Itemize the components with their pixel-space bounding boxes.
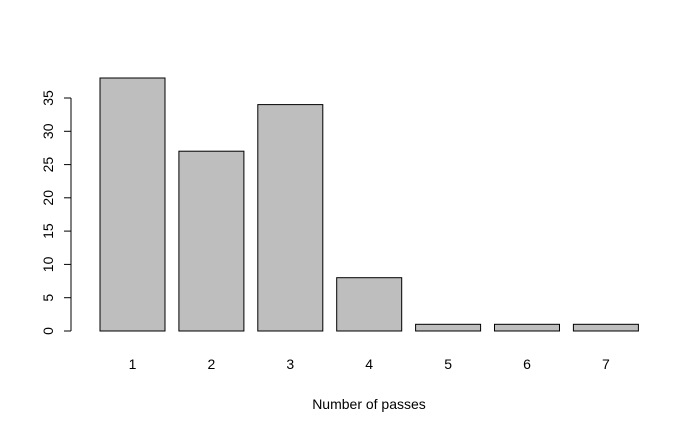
x-tick-label: 6 <box>523 356 531 372</box>
x-tick-label: 4 <box>365 356 373 372</box>
bar-6 <box>494 323 560 332</box>
bar-7 <box>572 323 639 332</box>
y-tick-label: 25 <box>40 157 56 173</box>
x-tick-label: 7 <box>602 356 610 372</box>
bar-3 <box>257 104 324 332</box>
x-axis-title: Number of passes <box>312 396 426 412</box>
bar-4 <box>336 277 403 332</box>
x-tick-label: 1 <box>129 356 137 372</box>
bar-5 <box>415 323 482 332</box>
x-tick-label: 5 <box>444 356 452 372</box>
x-tick-label: 2 <box>208 356 216 372</box>
bar-1 <box>99 77 166 332</box>
y-axis: 0 5 10 15 20 25 30 35 <box>40 90 72 335</box>
bar-2 <box>178 150 245 332</box>
y-tick-label: 10 <box>40 256 56 272</box>
y-tick-label: 15 <box>40 223 56 239</box>
y-tick-label: 0 <box>40 327 56 335</box>
x-tick-label: 3 <box>286 356 294 372</box>
y-tick-label: 5 <box>40 294 56 302</box>
y-tick-label: 35 <box>40 90 56 106</box>
y-tick-label: 20 <box>40 190 56 206</box>
bars-group <box>99 77 639 332</box>
x-axis-labels: 1 2 3 4 5 6 7 <box>129 356 610 372</box>
y-tick-label: 30 <box>40 123 56 139</box>
